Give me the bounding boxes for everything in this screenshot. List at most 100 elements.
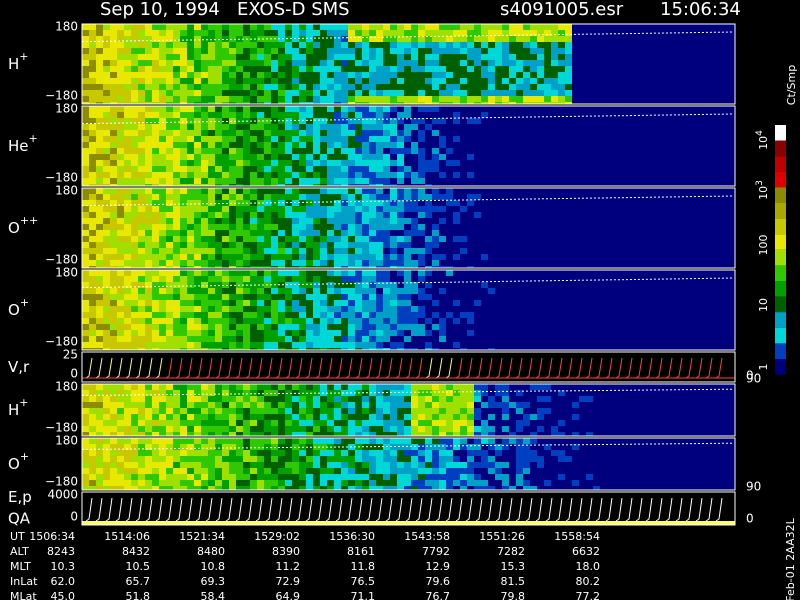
spectrogram-cell xyxy=(313,432,320,436)
spectrogram-cell xyxy=(544,96,551,102)
spectrogram-cell xyxy=(313,254,320,260)
spectrogram-cell xyxy=(278,48,285,54)
trace xyxy=(655,497,663,522)
spectrogram-cell xyxy=(369,462,376,468)
spectrogram-cell xyxy=(117,160,124,166)
spectrogram-cell xyxy=(271,336,278,342)
spectrogram-cell xyxy=(425,468,432,474)
spectrogram-cell xyxy=(138,312,145,318)
spectrogram-cell xyxy=(390,414,397,420)
spectrogram-cell xyxy=(166,474,173,480)
spectrogram-cell xyxy=(201,166,208,172)
spectrogram-cell xyxy=(334,160,341,166)
spectrogram-cell xyxy=(250,260,257,266)
spectrogram-cell xyxy=(103,124,110,130)
spectrogram-cell xyxy=(348,456,355,462)
spectrogram-cell xyxy=(194,312,201,318)
spectrogram-cell xyxy=(187,348,194,350)
spectrogram-cell xyxy=(201,486,208,490)
spectrogram-cell xyxy=(362,456,369,462)
spectrogram-cell xyxy=(166,462,173,468)
spectrogram-cell xyxy=(544,48,551,54)
spectrogram-cell xyxy=(152,420,159,426)
spectrogram-cell xyxy=(159,444,166,450)
spectrogram-cell xyxy=(362,60,369,66)
spectrogram-cell xyxy=(138,438,145,444)
spectrogram-cell xyxy=(544,42,551,48)
spectrogram-cell xyxy=(516,78,523,84)
spectrogram-cell xyxy=(334,396,341,402)
spectrogram-cell xyxy=(257,318,264,324)
spectrogram-cell xyxy=(404,462,411,468)
spectrogram-cell xyxy=(166,444,173,450)
spectrogram-cell xyxy=(285,160,292,166)
spectrogram-cell xyxy=(201,36,208,42)
spectrogram-cell xyxy=(103,142,110,148)
spectrogram-cell xyxy=(523,444,530,450)
spectrogram-cell xyxy=(257,438,264,444)
spectrogram-cell xyxy=(327,468,334,474)
spectrogram-cell xyxy=(236,468,243,474)
spectrogram-cell xyxy=(474,390,481,396)
spectrogram-cell xyxy=(89,276,96,282)
spectrogram-cell xyxy=(173,188,180,194)
spectrogram-cell xyxy=(474,48,481,54)
spectrogram-cell xyxy=(187,200,194,206)
spectrogram-cell xyxy=(292,438,299,444)
spectrogram-cell xyxy=(341,462,348,468)
spectrogram-cell xyxy=(173,224,180,230)
spectrogram-cell xyxy=(418,166,425,172)
spectrogram-cell xyxy=(82,288,89,294)
spectrogram-cell xyxy=(460,72,467,78)
spectrogram-cell xyxy=(208,54,215,60)
spectrogram-cell xyxy=(215,276,222,282)
spectrogram-cell xyxy=(446,390,453,396)
spectrogram-cell xyxy=(257,402,264,408)
spectrogram-cell xyxy=(271,300,278,306)
spectrogram-cell xyxy=(124,474,131,480)
spectrogram-cell xyxy=(369,270,376,276)
spectrogram-cell xyxy=(250,188,257,194)
spectrogram-cell xyxy=(208,396,215,402)
spectrogram-cell xyxy=(285,124,292,130)
spectrogram-cell xyxy=(502,480,509,486)
spectrogram-cell xyxy=(292,230,299,236)
spectrogram-cell xyxy=(250,414,257,420)
spectrogram-cell xyxy=(306,54,313,60)
spectrogram-cell xyxy=(306,148,313,154)
spectrogram-cell xyxy=(117,236,124,242)
spectrogram-cell xyxy=(208,438,215,444)
spectrogram-cell xyxy=(166,294,173,300)
spectrogram-cell xyxy=(82,212,89,218)
spectrogram-cell xyxy=(201,254,208,260)
spectrogram-cell xyxy=(481,390,488,396)
spectrogram-cell xyxy=(586,396,593,402)
spectrogram-cell xyxy=(460,312,467,318)
spectrogram-cell xyxy=(194,112,201,118)
spectrogram-cell xyxy=(278,78,285,84)
spectrogram-cell xyxy=(544,408,551,414)
spectrogram-cell xyxy=(124,96,131,102)
spectrogram-cell xyxy=(271,420,278,426)
spectrogram-cell xyxy=(285,230,292,236)
spectrogram-cell xyxy=(180,66,187,72)
spectrogram-cell xyxy=(292,42,299,48)
spectrogram-cell xyxy=(222,336,229,342)
spectrogram-cell xyxy=(173,348,180,350)
spectrogram-cell xyxy=(194,330,201,336)
spectrogram-cell xyxy=(299,90,306,96)
spectrogram-cell xyxy=(201,148,208,154)
footer-value: 1506:34 xyxy=(29,530,75,543)
spectrogram-cell xyxy=(327,106,334,112)
spectrogram-cell xyxy=(453,438,460,444)
spectrogram-cell xyxy=(166,30,173,36)
spectrogram-cell xyxy=(173,324,180,330)
spectrogram-cell xyxy=(474,102,481,104)
spectrogram-cell xyxy=(194,462,201,468)
spectrogram-cell xyxy=(236,42,243,48)
spectrogram-cell xyxy=(208,66,215,72)
spectrogram-cell xyxy=(432,72,439,78)
spectrogram-cell xyxy=(488,30,495,36)
spectrogram-cell xyxy=(103,276,110,282)
spectrogram-cell xyxy=(439,396,446,402)
